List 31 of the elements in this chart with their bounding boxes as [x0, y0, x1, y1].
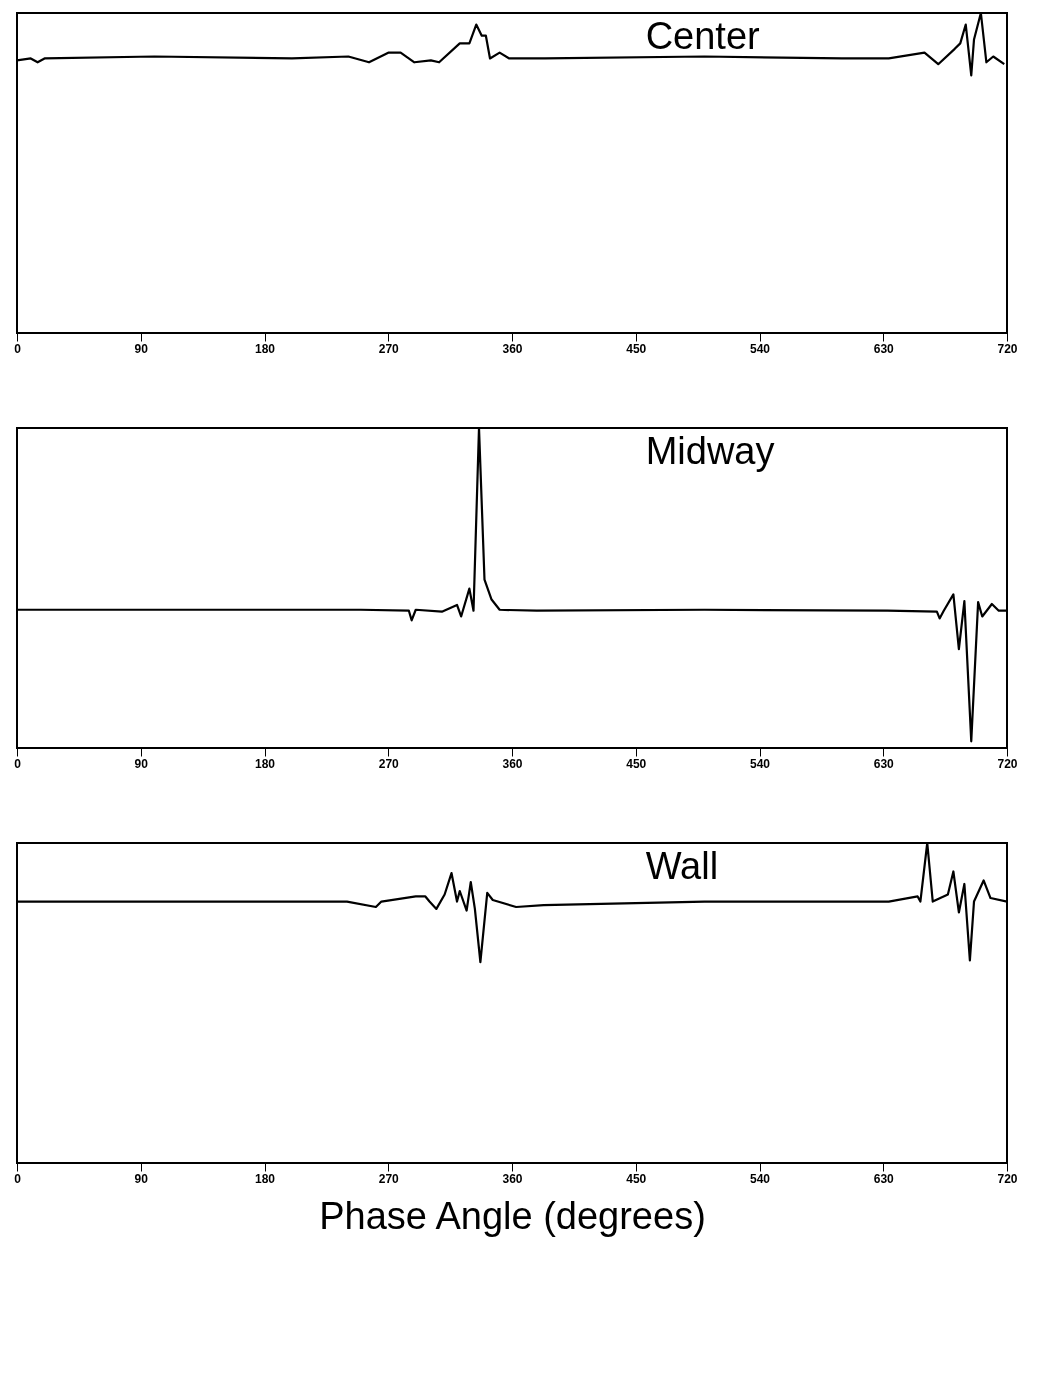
- x-tick-label: 720: [997, 756, 1018, 771]
- chart-title: Wall: [645, 845, 719, 887]
- x-tick-label: 360: [502, 341, 523, 356]
- x-tick-label: 540: [749, 756, 771, 771]
- x-tick-label: 270: [378, 1171, 400, 1186]
- x-tick-label: 450: [626, 341, 647, 356]
- x-tick-label: 90: [134, 1171, 149, 1186]
- x-tick-label: 450: [626, 756, 647, 771]
- x-tick-label: 540: [749, 341, 771, 356]
- x-tick-label: 630: [873, 341, 895, 356]
- x-tick-label: 90: [134, 341, 149, 356]
- x-tick-label: 0: [14, 756, 22, 771]
- x-tick-label: 630: [873, 1171, 895, 1186]
- x-tick-label: 270: [378, 756, 400, 771]
- chart-title: Midway: [645, 430, 775, 472]
- chart-title: Center: [645, 15, 761, 57]
- x-tick-label: 720: [997, 341, 1018, 356]
- x-tick-label: 720: [997, 1171, 1018, 1186]
- x-tick-label: 540: [749, 1171, 771, 1186]
- x-tick-label: 270: [378, 341, 400, 356]
- x-tick-label: 450: [626, 1171, 647, 1186]
- x-tick-label: 180: [254, 341, 276, 356]
- x-axis-title: Phase Angle (degrees): [319, 1194, 706, 1237]
- x-tick-label: 360: [502, 756, 523, 771]
- x-tick-label: 0: [14, 341, 22, 356]
- x-tick-label: 180: [254, 1171, 276, 1186]
- x-tick-label: 180: [254, 756, 276, 771]
- x-tick-label: 0: [14, 1171, 22, 1186]
- x-tick-label: 90: [134, 756, 149, 771]
- x-tick-label: 360: [502, 1171, 523, 1186]
- x-tick-label: 630: [873, 756, 895, 771]
